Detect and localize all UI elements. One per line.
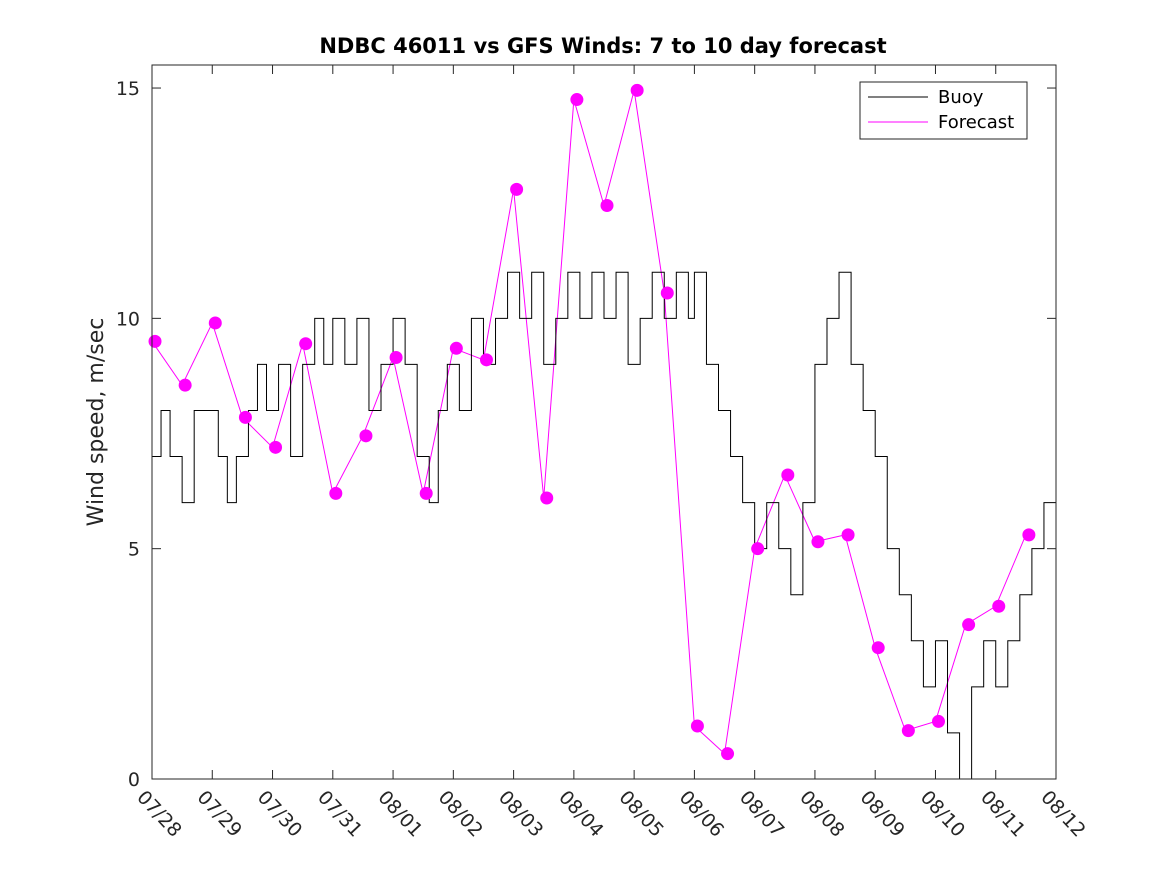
forecast-marker bbox=[299, 337, 313, 351]
forecast-marker bbox=[811, 535, 825, 549]
forecast-marker bbox=[510, 182, 524, 196]
forecast-marker bbox=[992, 599, 1006, 613]
forecast-marker bbox=[690, 719, 704, 733]
forecast-marker bbox=[479, 353, 493, 367]
forecast-lines bbox=[152, 90, 1027, 755]
forecast-marker bbox=[871, 641, 885, 655]
forecast-markers bbox=[148, 83, 1036, 761]
legend-label-forecast: Forecast bbox=[938, 112, 1014, 133]
forecast-marker bbox=[329, 486, 343, 500]
forecast-marker bbox=[962, 618, 976, 632]
forecast-marker bbox=[721, 747, 735, 761]
forecast-marker bbox=[570, 93, 584, 107]
forecast-marker bbox=[389, 351, 403, 365]
y-tick-label: 0 bbox=[128, 769, 140, 791]
plot-area bbox=[152, 65, 1056, 779]
legend-label-buoy: Buoy bbox=[938, 87, 984, 108]
y-axis-label: Wind speed, m/sec bbox=[84, 318, 109, 527]
y-tick-label: 15 bbox=[116, 78, 140, 100]
forecast-series-line bbox=[152, 90, 1027, 755]
forecast-marker bbox=[1022, 528, 1036, 542]
forecast-marker bbox=[269, 440, 283, 454]
forecast-marker bbox=[751, 542, 765, 556]
forecast-marker bbox=[660, 286, 674, 300]
forecast-marker bbox=[600, 198, 614, 212]
forecast-marker bbox=[901, 724, 915, 738]
chart-title: NDBC 46011 vs GFS Winds: 7 to 10 day for… bbox=[319, 34, 886, 58]
forecast-marker bbox=[419, 486, 433, 500]
y-tick-label: 5 bbox=[128, 539, 140, 561]
forecast-marker bbox=[781, 468, 795, 482]
forecast-marker bbox=[238, 410, 252, 424]
forecast-marker bbox=[931, 714, 945, 728]
y-tick-label: 10 bbox=[116, 308, 140, 330]
forecast-marker bbox=[208, 316, 222, 330]
buoy-line bbox=[152, 271, 1056, 779]
forecast-marker bbox=[359, 429, 373, 443]
forecast-marker bbox=[148, 334, 162, 348]
y-axis: 0 5 10 15 bbox=[116, 78, 1056, 791]
legend-box bbox=[859, 81, 1028, 140]
forecast-marker bbox=[540, 491, 554, 505]
buoy-series-line bbox=[152, 271, 1056, 779]
forecast-marker bbox=[841, 528, 855, 542]
forecast-marker bbox=[630, 83, 644, 97]
axes-box bbox=[151, 64, 1057, 780]
legend: Buoy Forecast bbox=[859, 81, 1028, 140]
forecast-marker bbox=[178, 378, 192, 392]
forecast-marker bbox=[449, 341, 463, 355]
